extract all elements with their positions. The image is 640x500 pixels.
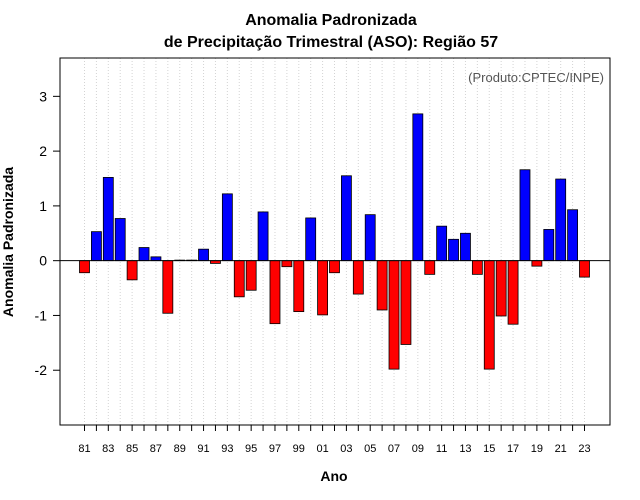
bar-83	[102, 177, 114, 262]
bar-09	[412, 113, 424, 262]
x-tick-label-87: 87	[150, 443, 162, 455]
credit-text: (Produto:CPTEC/INPE)	[468, 70, 604, 85]
x-tick-label-09: 09	[412, 443, 424, 455]
x-tick-label-15: 15	[483, 443, 495, 455]
bar-08	[400, 260, 412, 345]
bar-97	[269, 260, 281, 325]
x-tick-label-91: 91	[197, 443, 209, 455]
x-tick-label-97: 97	[269, 443, 281, 455]
bar-98	[281, 260, 293, 268]
bar-20	[543, 229, 555, 262]
x-tick-label-19: 19	[531, 443, 543, 455]
x-tick-label-23: 23	[578, 443, 590, 455]
x-tick-label-07: 07	[388, 443, 400, 455]
bar-17	[507, 260, 519, 325]
bar-21	[555, 178, 567, 262]
bar-16	[495, 260, 507, 317]
chart-title-line1: Anomalia Padronizada	[245, 12, 417, 29]
bar-18	[519, 169, 531, 262]
bar-85	[126, 260, 138, 281]
x-tick-label-89: 89	[174, 443, 186, 455]
bar-93	[221, 193, 233, 262]
bar-13	[460, 232, 471, 262]
bar-19	[531, 260, 543, 267]
x-axis-label: Ano	[320, 468, 347, 484]
x-tick-label-13: 13	[459, 443, 471, 455]
bar-81	[79, 260, 90, 274]
x-axis: 81 83 85 87 89 91 93 95 97 99 01 03 05 07 09 11 13 15 17 19…	[78, 425, 591, 455]
bar-02	[329, 260, 340, 274]
bar-88	[162, 260, 174, 314]
bar-10	[424, 260, 436, 275]
bar-99	[293, 260, 305, 313]
bar-95	[245, 260, 257, 291]
x-tick-label-85: 85	[126, 443, 138, 455]
bar-22	[567, 209, 578, 262]
x-tick-label-03: 03	[340, 443, 352, 455]
x-tick-label-01: 01	[316, 443, 328, 455]
x-tick-label-95: 95	[245, 443, 257, 455]
bar-00	[305, 217, 317, 262]
x-tick-label-99: 99	[293, 443, 305, 455]
bar-15	[483, 260, 495, 370]
bar-91	[198, 248, 209, 262]
bar-82	[91, 231, 102, 262]
bar-04	[352, 260, 364, 295]
bar-84	[114, 218, 126, 262]
bar-12	[448, 238, 459, 262]
x-tick-label-83: 83	[102, 443, 114, 455]
bar-96	[257, 211, 269, 262]
bar-14	[471, 260, 483, 275]
y-axis-label: Anomalia Padronizada	[0, 167, 16, 317]
chart-title-line2: de Precipitação Trimestral (ASO): Região…	[164, 34, 498, 51]
bar-01	[317, 260, 328, 316]
y-tick-label-2: 2	[39, 143, 47, 159]
bar-05	[364, 214, 376, 262]
y-tick-label-1: 1	[39, 198, 47, 214]
gridlines	[84, 58, 585, 425]
bar-11	[436, 225, 448, 262]
y-tick-label--2: -2	[35, 362, 48, 378]
bar-06	[376, 260, 388, 311]
y-axis: -2 -1 0 1 2 3	[35, 88, 60, 378]
bar-86	[138, 247, 150, 262]
bars	[79, 113, 590, 370]
bar-87	[150, 256, 162, 262]
bar-07	[388, 260, 400, 370]
x-tick-label-05: 05	[364, 443, 376, 455]
y-tick-label--1: -1	[35, 307, 48, 323]
bar-03	[341, 175, 352, 262]
bar-94	[233, 260, 245, 298]
y-tick-label-0: 0	[39, 253, 47, 269]
x-tick-label-81: 81	[78, 443, 90, 455]
x-tick-label-17: 17	[507, 443, 519, 455]
x-tick-label-21: 21	[555, 443, 567, 455]
bar-23	[579, 260, 590, 278]
y-tick-label-3: 3	[39, 88, 47, 104]
x-tick-label-93: 93	[221, 443, 233, 455]
x-tick-label-11: 11	[436, 443, 447, 455]
